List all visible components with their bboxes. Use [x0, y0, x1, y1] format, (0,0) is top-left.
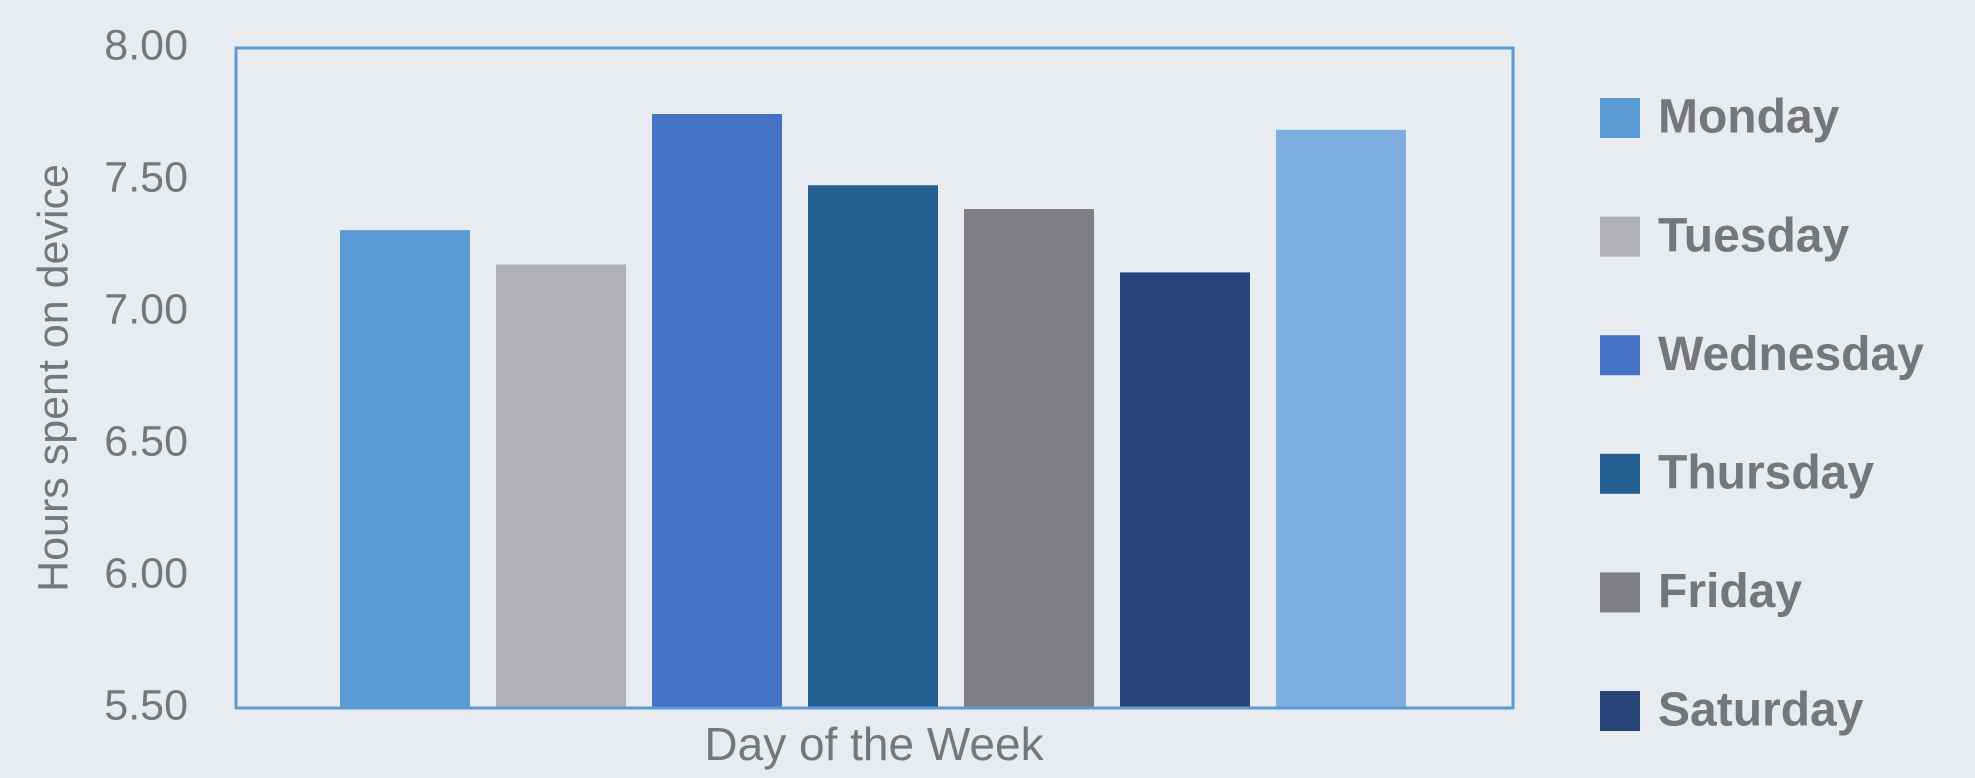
y-tick-label: 6.50 — [104, 417, 188, 465]
x-axis-label: Day of the Week — [704, 718, 1044, 770]
y-tick-label: 7.50 — [104, 153, 188, 201]
legend-swatch — [1600, 98, 1640, 138]
legend-label: Friday — [1658, 565, 1802, 618]
bar — [964, 209, 1094, 709]
bar — [652, 114, 782, 708]
y-tick-label: 6.00 — [104, 549, 188, 597]
bar — [1120, 272, 1250, 708]
bar — [340, 230, 470, 708]
legend-label: Monday — [1658, 91, 1840, 144]
y-tick-label: 5.50 — [104, 681, 188, 729]
legend-label: Thursday — [1658, 446, 1874, 499]
bar — [1276, 129, 1406, 709]
legend-swatch — [1600, 216, 1640, 257]
bar — [496, 264, 626, 708]
y-axis-label: Hours spent on device — [29, 164, 77, 592]
legend-label: Wednesday — [1658, 328, 1924, 381]
legend-label: Saturday — [1658, 684, 1864, 737]
legend-swatch — [1600, 572, 1640, 613]
plot-frame — [234, 46, 1515, 710]
legend-label: Tuesday — [1658, 209, 1849, 262]
legend-swatch — [1600, 691, 1640, 731]
legend-swatch — [1600, 335, 1640, 376]
y-tick-label: 8.00 — [104, 21, 188, 69]
y-tick-label: 7.00 — [104, 285, 188, 333]
legend-swatch — [1600, 453, 1640, 494]
bar — [808, 185, 938, 708]
